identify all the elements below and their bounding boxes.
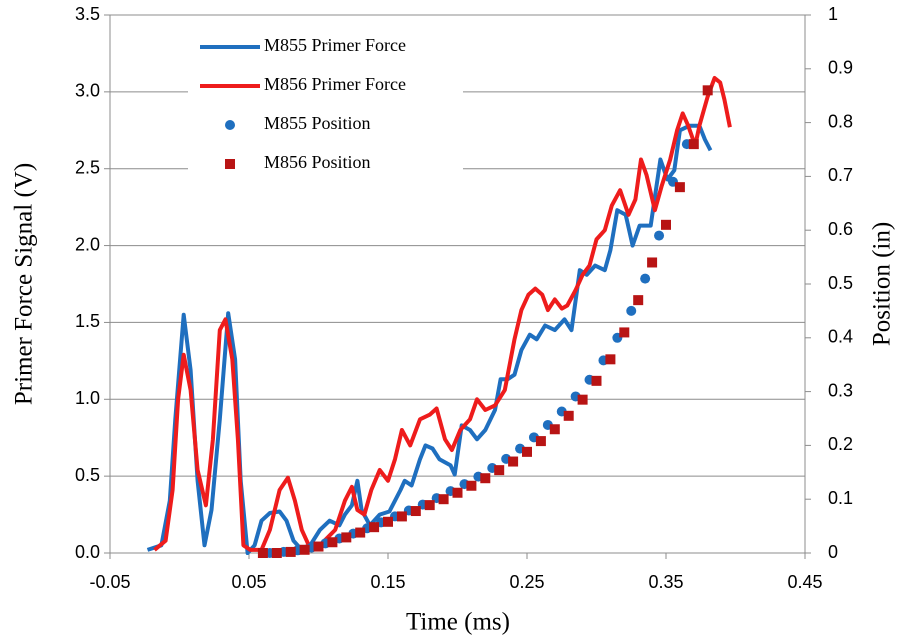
y2-tick-label: 0.6 (828, 219, 853, 239)
y2-axis-title: Position (in) (869, 222, 896, 346)
x-tick-label: 0.05 (231, 572, 266, 592)
position-square (327, 537, 338, 548)
y-tick-label: 0.0 (75, 542, 100, 562)
position-square (605, 354, 616, 365)
series-line (153, 76, 732, 552)
y-axis-title: Primer Force Signal (V) (11, 163, 38, 405)
position-square (633, 295, 644, 306)
x-tick-label: 0.15 (370, 572, 405, 592)
position-square (619, 327, 630, 338)
y2-tick-label: 0.1 (828, 488, 853, 508)
position-square (410, 506, 421, 517)
position-dot (626, 305, 637, 316)
y2-tick-label: 0.7 (828, 165, 853, 185)
legend-swatch (225, 159, 235, 169)
position-square (466, 480, 477, 491)
position-square (661, 219, 671, 230)
position-square (313, 541, 324, 552)
x-tick-label: 0.25 (509, 572, 544, 592)
position-square (341, 532, 352, 543)
x-tick-label: -0.05 (89, 572, 130, 592)
position-square (508, 456, 519, 467)
position-square (702, 85, 713, 96)
position-square (522, 446, 532, 457)
y-tick-label: 2.0 (75, 234, 100, 254)
y-tick-label: 1.5 (75, 311, 100, 331)
position-dot (640, 273, 651, 284)
y2-tick-label: 0.5 (828, 273, 853, 293)
position-square (424, 500, 435, 511)
position-dot (654, 230, 665, 241)
y2-tick-label: 0 (828, 542, 838, 562)
position-square (563, 410, 574, 421)
legend-swatch (225, 120, 235, 130)
legend-label: M856 Position (264, 152, 371, 172)
position-square (396, 511, 407, 522)
position-square (688, 139, 699, 150)
position-square (591, 375, 602, 386)
y2-tick-label: 0.3 (828, 380, 853, 400)
legend-label: M855 Primer Force (264, 35, 406, 55)
position-square (271, 548, 282, 558)
position-square (285, 546, 296, 557)
y2-tick-label: 0.2 (828, 434, 853, 454)
x-tick-label: 0.35 (648, 572, 683, 592)
position-square (480, 473, 491, 484)
x-tick-label: 0.45 (787, 572, 822, 592)
position-square (257, 548, 268, 558)
y-tick-label: 2.5 (75, 157, 100, 177)
position-square (674, 182, 685, 193)
position-square (369, 522, 380, 533)
position-square (299, 544, 310, 555)
y-tick-label: 1.0 (75, 388, 100, 408)
position-square (577, 394, 588, 405)
position-square (535, 436, 546, 447)
position-square (383, 516, 393, 527)
x-axis-title: Time (ms) (406, 609, 510, 636)
position-square (438, 494, 449, 505)
position-square (452, 487, 463, 498)
position-square (647, 257, 658, 268)
position-square (549, 424, 560, 435)
legend-label: M855 Position (264, 113, 371, 133)
y2-tick-label: 0.8 (828, 111, 853, 131)
y2-tick-label: 1 (828, 4, 838, 24)
position-square (494, 465, 505, 476)
position-square (355, 527, 366, 538)
y-tick-label: 3.0 (75, 81, 100, 101)
legend-label: M856 Primer Force (264, 74, 406, 94)
y2-tick-label: 0.9 (828, 58, 853, 78)
y-tick-label: 0.5 (75, 465, 100, 485)
y-tick-label: 3.5 (75, 4, 100, 24)
y2-tick-label: 0.4 (828, 327, 853, 347)
